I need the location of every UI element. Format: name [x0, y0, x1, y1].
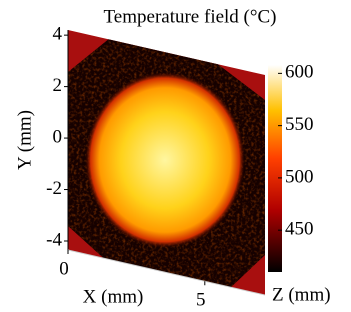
colorbar: [268, 65, 282, 272]
colorbar-tick-label: 450: [285, 219, 314, 240]
colorbar-tick-label: 600: [285, 62, 314, 83]
y-axis-label: Y (mm): [14, 110, 35, 170]
x-axis-label: X (mm): [83, 286, 144, 307]
heatmap-plane: [68, 30, 265, 295]
colorbar-tick-label: 550: [285, 114, 314, 135]
y-tick-label: 0: [53, 126, 63, 147]
x-tick-label: 5: [196, 290, 206, 311]
y-tick-label: 2: [53, 75, 63, 96]
chart-title: Temperature field (°C): [104, 6, 277, 27]
colorbar-tick-label: 500: [285, 166, 314, 187]
y-tick-label: -2: [46, 178, 62, 199]
z-axis-label: Z (mm): [272, 284, 331, 305]
chart: Temperature field (°C) X (mm) Y (mm) Z (…: [0, 0, 351, 312]
y-tick-label: -4: [46, 229, 62, 250]
y-tick-label: 4: [53, 24, 63, 45]
x-tick-label: 0: [59, 258, 69, 279]
